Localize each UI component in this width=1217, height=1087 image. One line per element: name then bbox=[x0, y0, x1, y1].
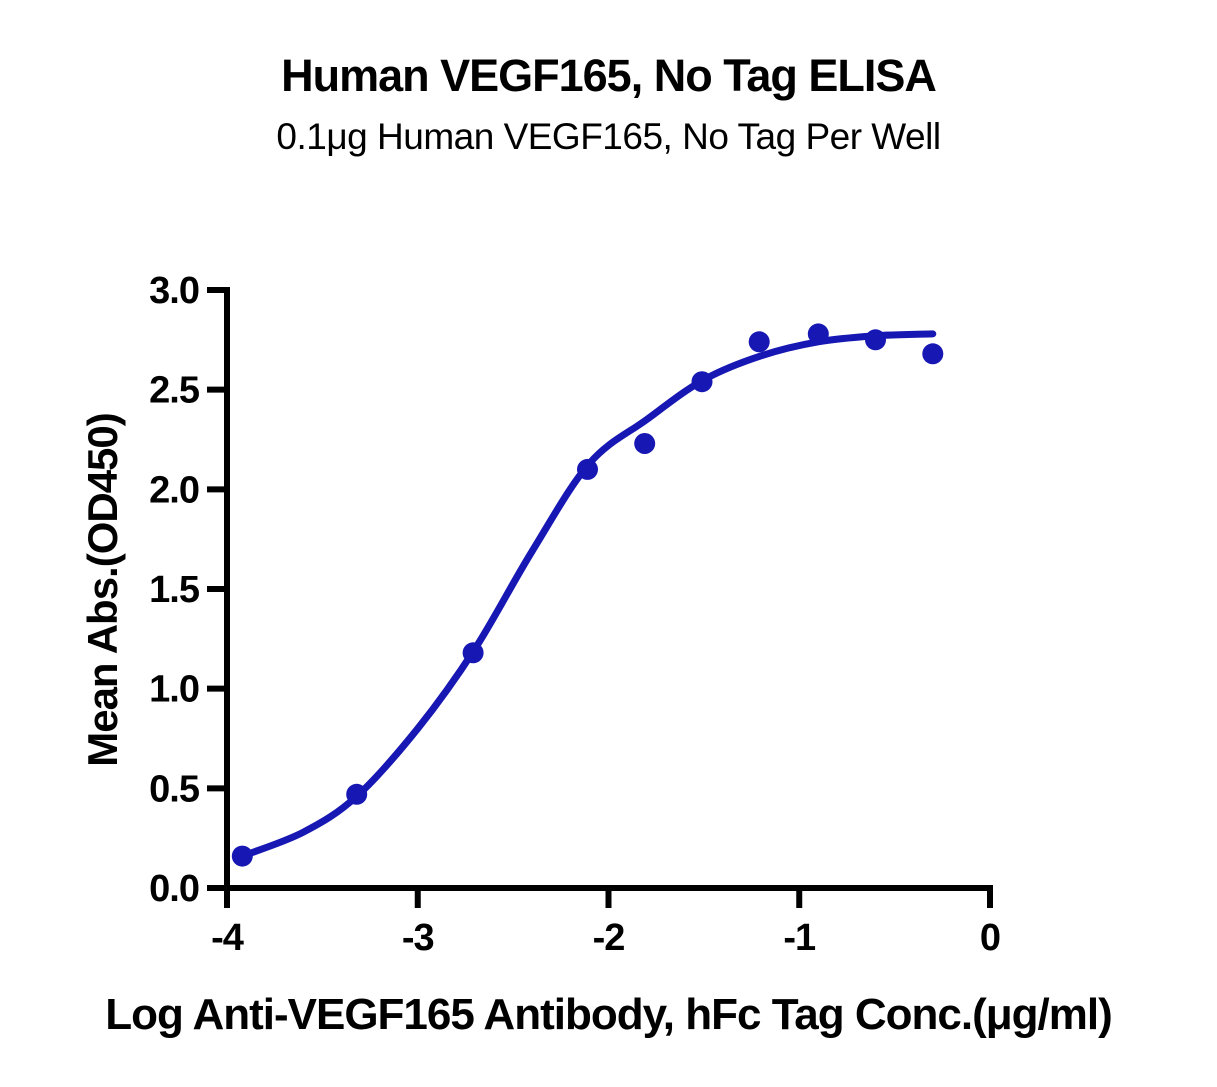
data-point bbox=[462, 642, 484, 664]
y-tick-label: 2.0 bbox=[149, 469, 199, 511]
chart-title: Human VEGF165, No Tag ELISA bbox=[281, 50, 937, 101]
fit-curve bbox=[238, 330, 937, 860]
axes-frame bbox=[224, 287, 993, 891]
y-tick-label: 0.0 bbox=[149, 868, 199, 910]
x-tick-label: 0 bbox=[980, 917, 1000, 959]
data-point bbox=[748, 331, 770, 353]
y-tick-label: 1.0 bbox=[149, 669, 199, 711]
x-tick-label: -4 bbox=[211, 917, 244, 959]
x-tick-label: -3 bbox=[402, 917, 434, 959]
data-point bbox=[922, 343, 944, 365]
data-point bbox=[346, 783, 368, 805]
data-point bbox=[577, 458, 598, 480]
y-tick-label: 0.5 bbox=[149, 768, 200, 810]
data-point bbox=[691, 371, 713, 393]
data-point bbox=[231, 845, 253, 867]
y-tick-label: 2.5 bbox=[149, 370, 200, 412]
data-point bbox=[634, 433, 656, 454]
y-tick-label: 3.0 bbox=[149, 270, 199, 312]
data-point bbox=[865, 329, 886, 351]
y-tick-label: 1.5 bbox=[149, 569, 200, 611]
x-tick-label: -1 bbox=[783, 917, 816, 959]
chart-subtitle: 0.1μg Human VEGF165, No Tag Per Well bbox=[276, 116, 941, 157]
x-axis-title: Log Anti-VEGF165 Antibody, hFc Tag Conc.… bbox=[105, 990, 1113, 1039]
data-point bbox=[807, 323, 829, 345]
x-tick-label: -2 bbox=[593, 917, 625, 959]
